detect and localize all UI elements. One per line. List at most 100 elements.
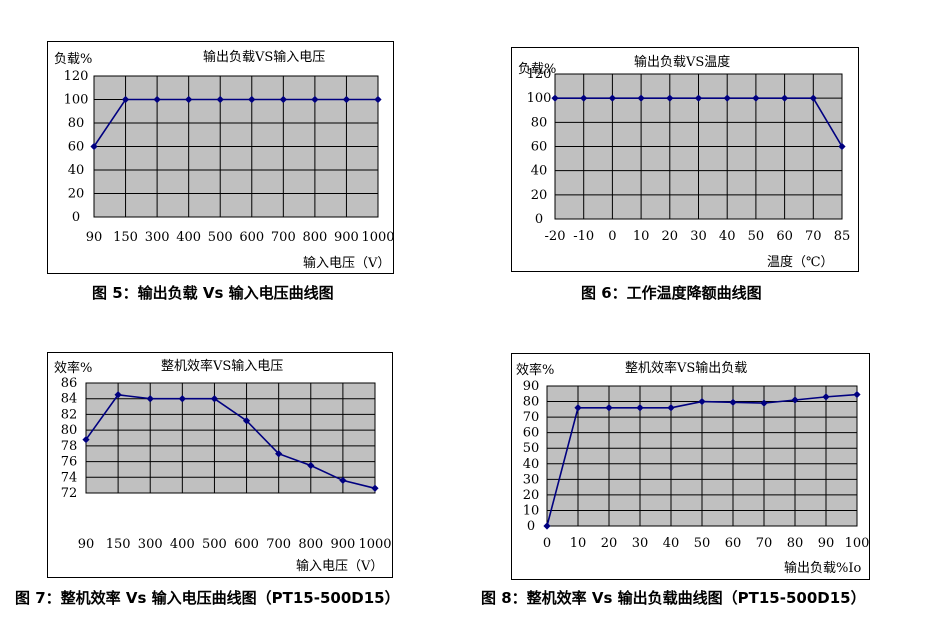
y-tick-label: 60 <box>68 140 85 155</box>
data-point <box>371 484 379 492</box>
x-tick-label: -10 <box>573 229 594 244</box>
data-point <box>853 390 861 399</box>
y-axis-label: 效率% <box>54 360 92 376</box>
x-tick-label: 30 <box>690 229 707 244</box>
x-tick-label: 20 <box>601 536 618 551</box>
y-tick-label: 60 <box>523 426 540 441</box>
x-tick-label: 30 <box>632 536 649 551</box>
x-tick-label: 1000 <box>358 537 391 552</box>
chart-panel-efficiency-vs-load: 0 10 20 30 40 50 60 70 80 90 0 10 20 30 40 50 60 70 80 90 10… <box>511 353 870 580</box>
x-tick-label: 600 <box>234 537 259 552</box>
data-point <box>694 94 703 102</box>
chart-load-vs-temperature: 0 20 40 60 80 100 120 -20 -10 0 10 20 30 40 50 60 70 85 输出… <box>518 54 851 270</box>
data-point <box>580 94 588 102</box>
chart-panel-load-vs-voltage: 0 20 40 60 80 100 120 90 150 300 400 500 600 700 800 90… <box>47 41 395 274</box>
data-point <box>636 404 644 412</box>
x-axis-label: 输入电压（V） <box>303 255 390 271</box>
y-tick-label: 80 <box>523 395 540 410</box>
y-tick-label: 50 <box>523 441 540 456</box>
x-tick-label: 400 <box>176 230 201 245</box>
y-tick-label: 30 <box>523 472 540 487</box>
x-tick-label: 0 <box>608 229 616 244</box>
y-tick-label: 0 <box>535 212 543 227</box>
data-point <box>339 476 347 485</box>
data-point <box>121 95 130 104</box>
data-point <box>666 94 674 102</box>
data-point <box>667 404 675 412</box>
y-tick-label: 10 <box>523 503 540 518</box>
data-point <box>311 95 319 104</box>
x-tick-label: 150 <box>106 537 131 552</box>
data-point <box>574 404 582 412</box>
y-axis-label: 效率% <box>516 362 554 378</box>
x-tick-label: 500 <box>202 537 227 552</box>
series-line <box>93 98 378 147</box>
x-tick-label: 900 <box>330 537 355 552</box>
x-tick-label: 150 <box>113 230 138 245</box>
x-tick-label: 900 <box>334 230 359 245</box>
y-tick-label: 120 <box>527 67 552 82</box>
y-tick-label: 74 <box>61 470 78 485</box>
x-tick-label: 800 <box>302 230 327 245</box>
x-tick-label: 500 <box>208 230 233 245</box>
x-tick-label: 10 <box>633 229 650 244</box>
y-tick-label: 80 <box>68 116 85 131</box>
plot-area <box>85 382 376 494</box>
caption-fig7: 图 7：整机效率 Vs 输入电压曲线图（PT15-500D15） <box>15 589 400 607</box>
data-point <box>90 142 98 151</box>
x-tick-label: 70 <box>805 229 822 244</box>
y-tick-label: 78 <box>61 439 78 454</box>
y-tick-label: 76 <box>61 455 78 470</box>
x-tick-label: 85 <box>834 229 851 244</box>
y-tick-label: 40 <box>523 457 540 472</box>
x-tick-label: 60 <box>725 536 742 551</box>
chart-load-vs-voltage: 0 20 40 60 80 100 120 90 150 300 400 500 600 700 800 90… <box>54 49 395 271</box>
y-tick-label: 60 <box>531 140 548 155</box>
x-tick-label: 90 <box>78 537 95 552</box>
chart-title: 整机效率VS输出负载 <box>625 360 747 376</box>
y-tick-label: 80 <box>61 423 78 438</box>
y-tick-label: 20 <box>68 187 85 202</box>
caption-fig6: 图 6：工作温度降额曲线图 <box>581 284 762 302</box>
x-axis-label: 输入电压（V） <box>296 558 383 574</box>
chart-title: 输出负载VS温度 <box>634 54 730 70</box>
x-tick-label: 90 <box>818 536 835 551</box>
x-tick-label: 10 <box>570 536 587 551</box>
data-point <box>307 461 315 470</box>
y-axis-label: 负载% <box>54 52 92 67</box>
caption-fig8: 图 8：整机效率 Vs 输出负载曲线图（PT15-500D15） <box>481 589 866 607</box>
chart-title: 整机效率VS输入电压 <box>161 358 283 374</box>
y-tick-label: 86 <box>61 376 78 391</box>
y-tick-label: 20 <box>531 188 548 203</box>
x-tick-label: 300 <box>145 230 170 245</box>
data-point <box>551 94 559 102</box>
x-tick-label: 100 <box>845 536 870 551</box>
series-line <box>85 393 376 490</box>
y-tick-label: 72 <box>61 486 78 501</box>
x-tick-label: 400 <box>170 537 195 552</box>
y-tick-label: 84 <box>61 392 78 407</box>
x-tick-label: 70 <box>756 536 773 551</box>
y-tick-label: 40 <box>531 164 548 179</box>
data-point <box>723 94 731 102</box>
data-point <box>698 397 706 406</box>
x-tick-label: 700 <box>266 537 291 552</box>
data-point <box>791 396 799 404</box>
chart-title: 输出负载VS输入电压 <box>203 49 325 65</box>
chart-panel-load-vs-temperature: 0 20 40 60 80 100 120 -20 -10 0 10 20 30 40 50 60 70 85 输出… <box>511 47 859 272</box>
x-tick-label: -20 <box>545 229 566 244</box>
chart-panel-efficiency-vs-voltage: 72 74 76 78 80 82 84 86 90 150 300 400 500 600 700 800 9… <box>47 352 393 578</box>
y-tick-label: 70 <box>523 410 540 425</box>
x-axis-label: 温度（℃） <box>767 254 834 270</box>
y-tick-label: 100 <box>527 91 552 106</box>
data-point <box>781 94 789 102</box>
y-tick-label: 40 <box>68 163 85 178</box>
x-tick-label: 0 <box>543 536 551 551</box>
y-axis-label: 负载% <box>518 62 556 77</box>
x-tick-label: 1000 <box>361 230 394 245</box>
y-tick-label: 0 <box>527 519 535 534</box>
x-tick-label: 600 <box>239 230 264 245</box>
y-tick-label: 82 <box>61 407 78 422</box>
